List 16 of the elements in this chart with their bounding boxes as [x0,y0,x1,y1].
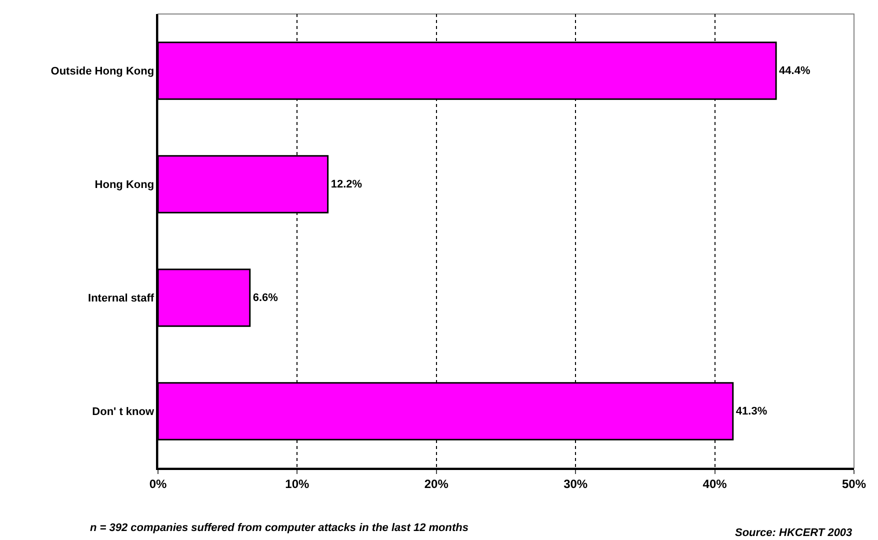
x-tick-label: 50% [842,477,866,492]
data-label: 6.6% [252,292,278,304]
x-tick-label: 20% [424,477,449,492]
x-tick-label: 10% [285,477,310,492]
text: n = 392 companies suffered from computer attacks in the last 12 months [90,522,468,534]
x-tick-label: 0% [149,477,167,492]
y-tick-label: Don' t know [92,406,154,418]
y-tick-label: Outside Hong Kong [50,66,154,78]
data-label: 44.4% [779,64,810,77]
data-label: 12.2% [330,178,362,190]
data-label: 41.3% [736,405,768,418]
x-tick-label: 30% [564,477,588,492]
y-tick-label: Internal staff [88,292,154,305]
source-note: Source: HKCERT 2003 [735,527,852,539]
y-tick-label: Hong Kong [94,179,154,192]
x-tick-label: 40% [702,477,728,492]
